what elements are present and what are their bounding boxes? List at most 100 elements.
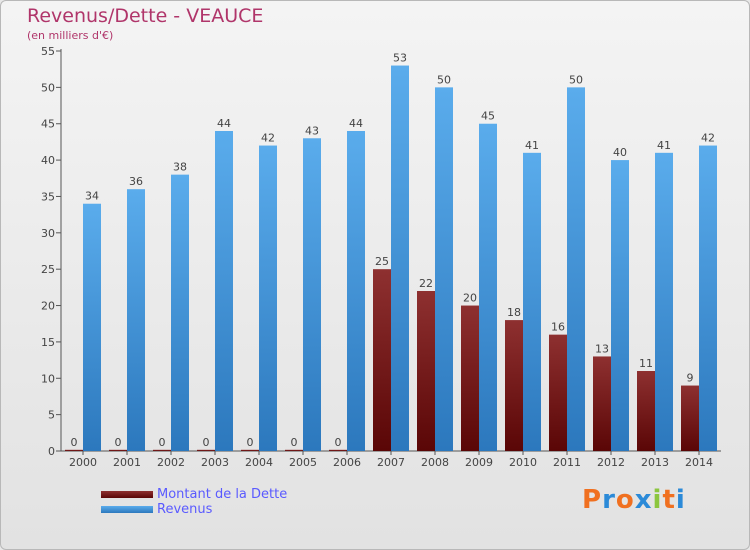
bar-revenus: [611, 160, 629, 451]
x-tick-label: 2007: [377, 456, 405, 469]
y-tick-label: 0: [48, 445, 55, 458]
legend-label-dette: Montant de la Dette: [157, 487, 288, 502]
x-tick-label: 2003: [201, 456, 229, 469]
x-tick-label: 2013: [641, 456, 669, 469]
bar-dette: [109, 449, 127, 451]
x-tick-label: 2009: [465, 456, 493, 469]
data-label-revenus: 50: [569, 73, 583, 86]
bar-revenus: [83, 203, 101, 451]
data-label-revenus: 43: [305, 124, 319, 137]
data-label-dette: 25: [375, 255, 389, 268]
data-label-revenus: 44: [349, 117, 363, 130]
y-tick-label: 5: [48, 409, 55, 422]
bar-dette: [461, 305, 479, 451]
x-tick-label: 2000: [69, 456, 97, 469]
bar-revenus: [479, 123, 497, 452]
legend-swatch-revenus: [101, 506, 153, 513]
data-label-revenus: 36: [129, 175, 143, 188]
y-tick-label: 15: [41, 336, 55, 349]
y-tick-label: 50: [41, 81, 55, 94]
data-label-dette: 16: [551, 321, 565, 334]
x-tick-label: 2010: [509, 456, 537, 469]
data-label-dette: 0: [203, 436, 210, 449]
bar-revenus: [391, 65, 409, 451]
bar-dette: [65, 449, 83, 451]
data-label-revenus: 45: [481, 110, 495, 123]
chart-labels: 0 34 0 36 0 38 0 44 0 42 0 43 0 44 25 53 22 50 20 45 18 41 16 5…: [71, 52, 716, 449]
data-label-revenus: 53: [393, 52, 407, 65]
x-tick-label: 2014: [685, 456, 713, 469]
legend: Montant de la Dette Revenus: [101, 487, 287, 517]
data-label-revenus: 38: [173, 161, 187, 174]
logo-letter: P: [582, 485, 603, 515]
logo-letter: i: [675, 485, 686, 515]
bar-dette: [549, 334, 567, 451]
y-tick-label: 35: [41, 190, 55, 203]
bar-dette: [153, 449, 171, 451]
data-label-revenus: 42: [701, 132, 715, 145]
bar-dette: [637, 371, 655, 451]
x-tick-label: 2005: [289, 456, 317, 469]
data-label-dette: 11: [639, 357, 653, 370]
x-tick-label: 2006: [333, 456, 361, 469]
data-label-revenus: 50: [437, 73, 451, 86]
logo-letter: r: [602, 485, 616, 515]
bar-revenus: [259, 145, 277, 451]
data-label-revenus: 42: [261, 132, 275, 145]
data-label-dette: 13: [595, 342, 609, 355]
bar-dette: [681, 385, 699, 451]
bar-dette: [329, 449, 347, 451]
bar-revenus: [655, 152, 673, 451]
bar-revenus: [347, 131, 365, 451]
bar-revenus: [303, 138, 321, 452]
data-label-revenus: 41: [525, 139, 539, 152]
x-tick-label: 2001: [113, 456, 141, 469]
data-label-revenus: 44: [217, 117, 231, 130]
y-tick-label: 45: [41, 118, 55, 131]
y-tick-label: 40: [41, 154, 55, 167]
bar-revenus: [435, 87, 453, 451]
data-label-dette: 0: [159, 436, 166, 449]
x-tick-label: 2012: [597, 456, 625, 469]
y-tick-label: 30: [41, 227, 55, 240]
data-label-dette: 0: [291, 436, 298, 449]
x-tick-label: 2008: [421, 456, 449, 469]
data-label-revenus: 40: [613, 146, 627, 159]
y-tick-label: 10: [41, 372, 55, 385]
data-label-dette: 22: [419, 277, 433, 290]
logo-letter: x: [634, 485, 653, 515]
x-tick-label: 2011: [553, 456, 581, 469]
bar-revenus: [567, 87, 585, 451]
bar-dette: [505, 320, 523, 451]
chart-subtitle: (en milliers d'€): [27, 29, 114, 42]
legend-item-dette: Montant de la Dette: [101, 487, 287, 502]
legend-swatch-dette: [101, 491, 153, 498]
bar-dette: [197, 449, 215, 451]
chart-bars: [65, 65, 717, 452]
bar-revenus: [127, 189, 145, 451]
data-label-dette: 9: [687, 372, 694, 385]
bar-dette: [285, 449, 303, 451]
legend-item-revenus: Revenus: [101, 502, 287, 517]
logo-letter: t: [662, 485, 676, 515]
data-label-revenus: 41: [657, 139, 671, 152]
bar-revenus: [215, 131, 233, 451]
y-tick-label: 20: [41, 300, 55, 313]
bar-revenus: [171, 174, 189, 452]
chart-title: Revenus/Dette - VEAUCE: [27, 5, 264, 27]
y-tick-label: 25: [41, 263, 55, 276]
logo-letter: o: [615, 485, 635, 515]
data-label-dette: 18: [507, 306, 521, 319]
data-label-dette: 0: [115, 436, 122, 449]
data-label-revenus: 34: [85, 190, 99, 203]
data-label-dette: 20: [463, 292, 477, 305]
x-tick-label: 2002: [157, 456, 185, 469]
bar-revenus: [699, 145, 717, 451]
x-tick-label: 2004: [245, 456, 273, 469]
data-label-dette: 0: [247, 436, 254, 449]
bar-dette: [593, 356, 611, 451]
data-label-dette: 0: [71, 436, 78, 449]
bar-dette: [241, 449, 259, 451]
